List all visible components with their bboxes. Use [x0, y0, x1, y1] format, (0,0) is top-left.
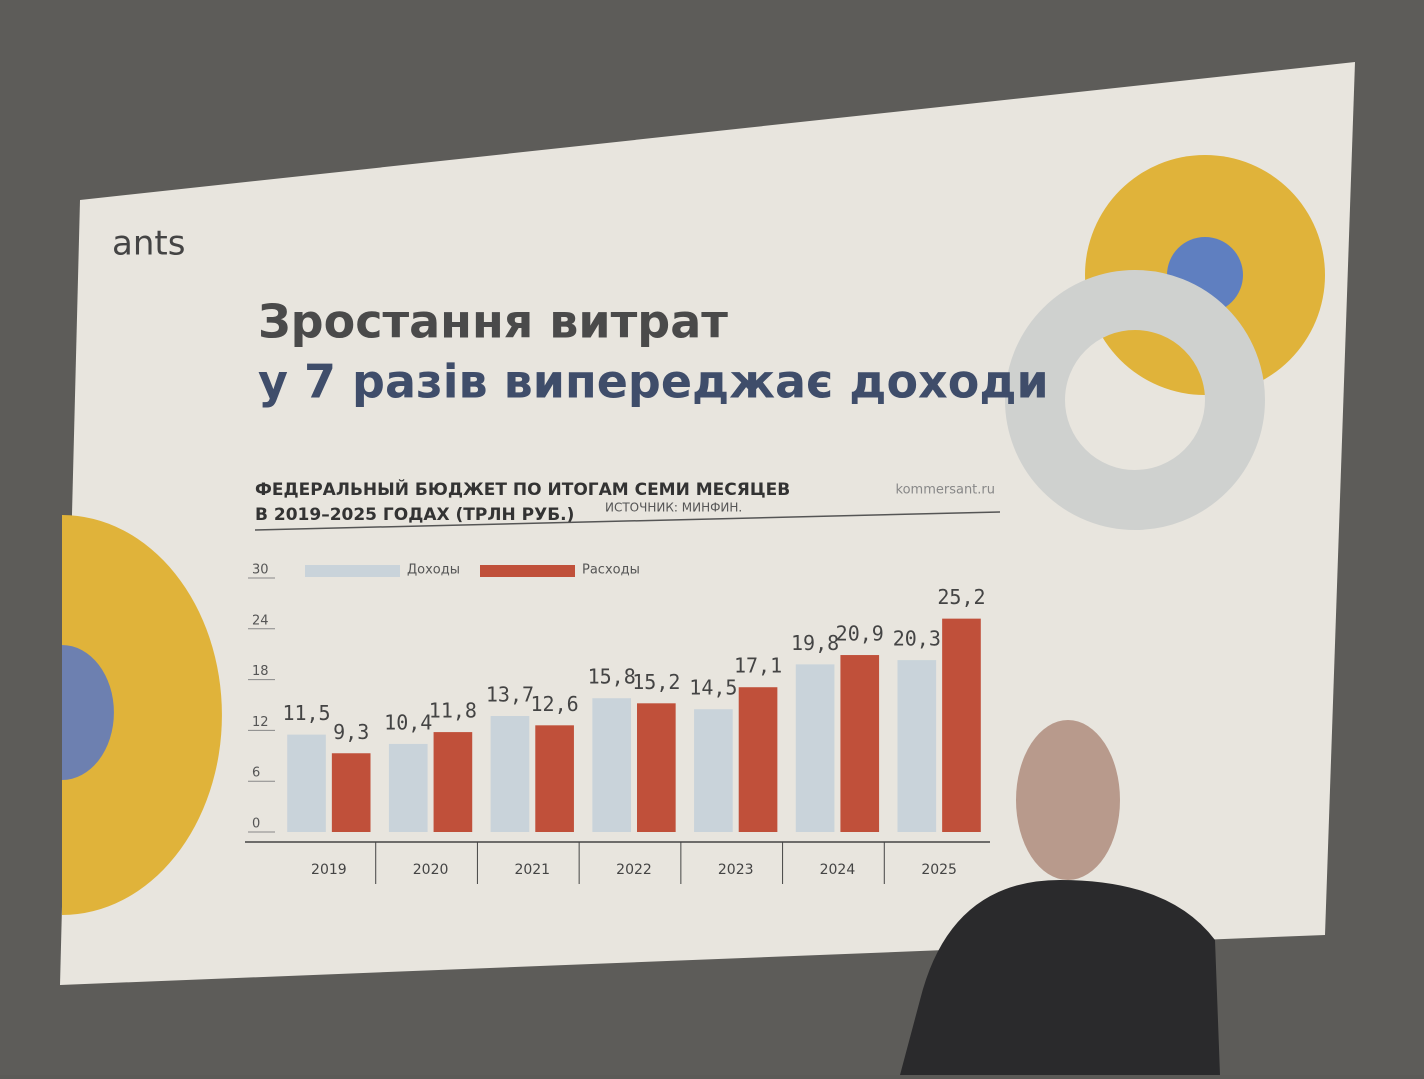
value-label: 14,5 [689, 676, 737, 700]
bar [535, 725, 574, 832]
x-tick-label: 2025 [921, 862, 957, 878]
presenter-body [900, 880, 1220, 1075]
legend-label: Расходы [582, 563, 640, 578]
value-label: 15,2 [632, 670, 680, 694]
x-tick-label: 2021 [514, 862, 550, 878]
bar [897, 660, 937, 832]
legend-swatch [480, 565, 575, 577]
bar [942, 618, 981, 832]
x-tick-label: 2023 [718, 862, 754, 878]
bar [592, 698, 631, 832]
decor-circle [62, 645, 114, 780]
bar [490, 716, 530, 832]
bar [840, 655, 880, 832]
value-label: 11,5 [282, 701, 330, 725]
y-tick-label: 24 [252, 613, 269, 628]
title-rule [254, 511, 1001, 531]
chart-title: В 2019–2025 ГОДАХ (ТРЛН РУБ.) [255, 505, 574, 525]
y-tick-label: 6 [252, 766, 260, 781]
bar [637, 703, 676, 832]
logo: ants [112, 224, 185, 264]
bar [331, 753, 371, 832]
bar [795, 664, 835, 832]
y-tick-label: 0 [252, 817, 260, 832]
value-label: 10,4 [384, 710, 432, 734]
y-tick-label: 12 [252, 715, 269, 730]
value-label: 20,3 [893, 627, 941, 651]
decor-circle [62, 515, 222, 915]
x-tick-label: 2022 [616, 862, 652, 878]
value-label: 12,6 [531, 692, 579, 716]
bar [694, 709, 733, 832]
x-tick-label: 2019 [311, 862, 347, 878]
value-label: 9,3 [333, 720, 369, 744]
heading-line: у 7 разів випереджає доходи [258, 355, 1049, 409]
y-tick-label: 30 [252, 563, 269, 578]
bar [388, 743, 428, 832]
value-label: 15,8 [588, 665, 636, 689]
value-label: 17,1 [734, 654, 782, 678]
bar [287, 734, 326, 832]
x-tick-label: 2024 [820, 862, 856, 878]
chart-title: ФЕДЕРАЛЬНЫЙ БЮДЖЕТ ПО ИТОГАМ СЕМИ МЕСЯЦЕ… [255, 478, 790, 500]
presenter-head [1016, 720, 1120, 880]
chart: 0 6 12 18 24 30 Доходы Расходы 2019 11,59,3 2020 10… [245, 563, 990, 884]
bar [433, 732, 473, 832]
legend-swatch [305, 565, 400, 577]
y-tick-label: 18 [252, 664, 269, 679]
legend-label: Доходы [407, 563, 460, 578]
value-label: 25,2 [937, 585, 985, 609]
bar [738, 687, 778, 832]
decor-ring [1005, 270, 1265, 530]
x-tick-label: 2020 [413, 862, 449, 878]
value-label: 19,8 [791, 631, 839, 655]
chart-source: ИСТОЧНИК: МИНФИН. [605, 501, 742, 515]
value-label: 13,7 [486, 683, 534, 707]
chart-credit: kommersant.ru [896, 483, 995, 498]
heading-line: Зростання витрат [258, 295, 728, 349]
value-label: 20,9 [836, 622, 884, 646]
value-label: 11,8 [429, 699, 477, 723]
